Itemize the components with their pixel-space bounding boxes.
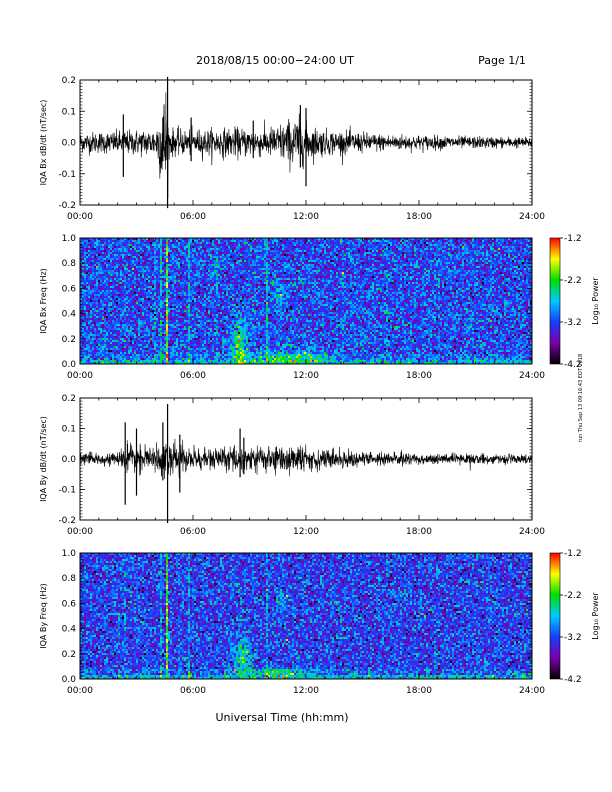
y-tick-label: -0.2 bbox=[58, 516, 76, 526]
y-tick-label: 0.8 bbox=[62, 259, 77, 269]
y-tick-label: -0.1 bbox=[58, 486, 76, 496]
y-tick-label: 0.6 bbox=[62, 599, 77, 609]
colorbar-by: -1.2 -2.2 -3.2 -4.2 Log₁₀ Power bbox=[549, 549, 600, 685]
colorbar-tick-label: -1.2 bbox=[564, 549, 582, 559]
y-axis-label: IQA Bx dB/dt (nT/sec) bbox=[39, 100, 48, 186]
y-tick-label: 0.1 bbox=[62, 425, 76, 435]
y-tick-label: 0.6 bbox=[62, 284, 77, 294]
x-tick-label: 12:00 bbox=[293, 371, 319, 381]
colorbar-tick-label: -1.2 bbox=[564, 234, 582, 244]
x-tick-label: 18:00 bbox=[406, 371, 432, 381]
colorbar-tick-label: -2.2 bbox=[564, 276, 582, 286]
y-tick-label: 0.0 bbox=[62, 139, 77, 149]
y-axis-label: IQA By dB/dt (nT/sec) bbox=[39, 416, 48, 502]
colorbar-gradient bbox=[549, 552, 561, 680]
panel-bx-dbdt: 00:00 06:00 12:00 18:00 24:00 0.2 0.1 0.0 -0.1 -0… bbox=[39, 76, 545, 222]
x-tick-label: 12:00 bbox=[293, 527, 319, 537]
colorbar-tick-label: -4.2 bbox=[564, 675, 582, 685]
y-tick-label: 0.0 bbox=[62, 360, 77, 370]
y-tick-label: -0.1 bbox=[58, 170, 76, 180]
colorbar-tick-label: -4.2 bbox=[564, 360, 582, 370]
y-tick-label: 1.0 bbox=[62, 234, 77, 244]
x-tick-label: 00:00 bbox=[67, 371, 93, 381]
x-tick-label: 00:00 bbox=[67, 686, 93, 696]
x-tick-label: 18:00 bbox=[406, 686, 432, 696]
x-axis-label: Universal Time (hh:mm) bbox=[216, 711, 349, 724]
x-tick-label: 24:00 bbox=[519, 212, 545, 222]
x-tick-label: 00:00 bbox=[67, 212, 93, 222]
x-tick-label: 24:00 bbox=[519, 371, 545, 381]
x-tick-label: 12:00 bbox=[293, 686, 319, 696]
x-tick-label: 18:00 bbox=[406, 527, 432, 537]
x-tick-label: 06:00 bbox=[180, 686, 206, 696]
spectrogram-cells bbox=[80, 238, 532, 364]
colorbar-tick-label: -2.2 bbox=[564, 591, 582, 601]
y-tick-label: 0.4 bbox=[62, 625, 77, 635]
y-tick-label: 0.1 bbox=[62, 107, 76, 117]
y-axis-label: IQA Bx Freq (Hz) bbox=[39, 268, 48, 334]
page-title: 2018/08/15 00:00−24:00 UT bbox=[196, 54, 354, 67]
x-tick-label: 18:00 bbox=[406, 212, 432, 222]
y-tick-label: 0.4 bbox=[62, 310, 77, 320]
x-tick-label: 24:00 bbox=[519, 527, 545, 537]
colorbar-tick-label: -3.2 bbox=[564, 318, 582, 328]
colorbar-tick-label: -3.2 bbox=[564, 633, 582, 643]
colorbar-bx: -1.2 -2.2 -3.2 -4.2 Log₁₀ Power bbox=[549, 234, 600, 370]
colorbar-gradient bbox=[549, 237, 561, 365]
y-tick-label: 0.0 bbox=[62, 455, 77, 465]
panel-bx-spectrogram: 00:00 06:00 12:00 18:00 24:00 1.0 0.8 0.6 0.4 0.2… bbox=[39, 234, 545, 381]
y-tick-label: 0.2 bbox=[62, 650, 76, 660]
x-tick-label: 12:00 bbox=[293, 212, 319, 222]
y-axis-label: IQA By Freq (Hz) bbox=[39, 583, 48, 649]
y-tick-label: 0.8 bbox=[62, 574, 77, 584]
spectrogram-cells bbox=[80, 553, 532, 679]
y-tick-label: 0.2 bbox=[62, 76, 76, 86]
colorbar-label: Log₁₀ Power bbox=[591, 277, 600, 325]
x-tick-label: 00:00 bbox=[67, 527, 93, 537]
panel-by-dbdt: 00:00 06:00 12:00 18:00 24:00 0.2 0.1 0.0 -0.1 -0… bbox=[39, 394, 545, 537]
y-tick-label: 0.0 bbox=[62, 675, 77, 685]
y-tick-label: 0.2 bbox=[62, 394, 76, 404]
x-tick-label: 24:00 bbox=[519, 686, 545, 696]
y-tick-label: -0.2 bbox=[58, 201, 76, 211]
run-timestamp-note: run Thu Sep 13 09:16:43 EDT 2018 bbox=[578, 354, 584, 442]
x-tick-label: 06:00 bbox=[180, 371, 206, 381]
page-number: Page 1/1 bbox=[478, 54, 526, 67]
panel-by-spectrogram: 00:00 06:00 12:00 18:00 24:00 1.0 0.8 0.6 0.4 0.2… bbox=[39, 549, 545, 696]
dbdt-series-line bbox=[79, 438, 533, 480]
x-tick-label: 06:00 bbox=[180, 527, 206, 537]
colorbar-label: Log₁₀ Power bbox=[591, 592, 600, 640]
x-tick-label: 06:00 bbox=[180, 212, 206, 222]
y-tick-label: 0.2 bbox=[62, 335, 76, 345]
y-tick-label: 1.0 bbox=[62, 549, 77, 559]
